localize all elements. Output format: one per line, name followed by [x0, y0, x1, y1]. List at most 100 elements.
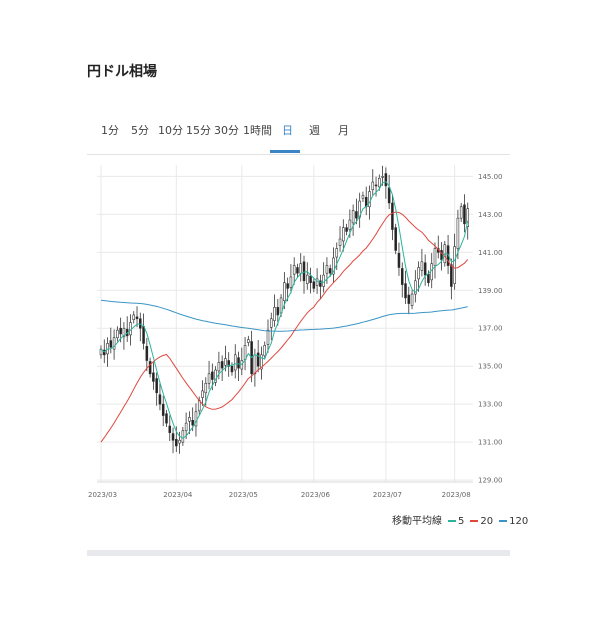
candle-body [319, 280, 322, 287]
candle-body [161, 403, 165, 416]
candle-body [414, 280, 417, 295]
timeframe-tabs: 1分 5分 10分 15分 30分 1時間日 週 月 [87, 120, 510, 155]
candle-body [148, 361, 152, 375]
tab-7[interactable]: 日 [282, 124, 293, 137]
candle-body [194, 411, 198, 427]
x-tick-label: 2023/08 [442, 491, 471, 499]
candle-body [142, 326, 145, 344]
candle-body [296, 267, 299, 274]
tab-1[interactable]: 1分 [101, 124, 119, 137]
y-tick-label: 129.00 [478, 477, 503, 485]
yen-dollar-chart: 145.00 143.00 141.00 139.00 137.00 135.00 133.… [88, 165, 503, 499]
x-tick-label: 2023/04 [163, 491, 193, 499]
candle-body [116, 329, 119, 339]
tab-6[interactable]: 1時間 [243, 124, 272, 137]
candle-body [400, 268, 404, 285]
x-tick-label: 2023/06 [301, 491, 331, 499]
legend-label: 移動平均線 [392, 516, 442, 527]
candle-body [312, 281, 316, 289]
candle-body [328, 268, 332, 274]
candle-body [397, 252, 401, 268]
y-tick-label: 135.00 [478, 363, 503, 371]
candle-body [256, 352, 260, 367]
candle-body [243, 345, 247, 360]
candle-body [420, 261, 424, 271]
legend-item-ma20: 20 [480, 516, 494, 527]
candle-body [207, 373, 211, 384]
page-title: 円ドル相場 [87, 64, 157, 80]
candle-body [224, 358, 227, 366]
candle-body [171, 433, 175, 441]
candle-body [433, 248, 437, 266]
candle-body [178, 439, 181, 444]
candle-body [456, 217, 460, 249]
candle-body [322, 274, 325, 287]
x-tick-label: 2023/07 [373, 491, 402, 499]
tab-5[interactable]: 30分 [214, 124, 239, 137]
y-tick-label: 139.00 [478, 287, 503, 295]
candle-body [453, 246, 456, 284]
candle-body [276, 307, 280, 316]
candle-body [342, 227, 345, 242]
candle-body [325, 265, 329, 274]
candle-body [201, 390, 204, 398]
candle-body [355, 211, 358, 219]
candle-body [306, 274, 309, 284]
candle-body [361, 195, 365, 199]
candle-body [230, 365, 234, 373]
candle-body [181, 430, 185, 443]
candle-body [384, 173, 388, 187]
tab-4[interactable]: 15分 [186, 124, 211, 137]
legend-swatch-ma120 [499, 520, 508, 522]
candle-body [109, 340, 113, 348]
candle-body [286, 283, 289, 289]
candle-body [168, 425, 172, 433]
tab-9[interactable]: 月 [338, 124, 349, 137]
candle-body [191, 420, 194, 426]
candle-body [135, 316, 139, 320]
candle-body [299, 263, 303, 274]
candle-body [332, 257, 335, 275]
candle-body [155, 378, 158, 394]
legend-swatch-ma5 [448, 520, 456, 522]
candle-body [394, 227, 397, 251]
candle-body [283, 282, 286, 302]
legend-item-ma120: 120 [509, 516, 529, 527]
y-tick-label: 145.00 [478, 173, 503, 181]
candle-body [430, 263, 433, 281]
candle-body [423, 262, 427, 276]
candle-body [368, 191, 371, 208]
candle-body [263, 345, 266, 357]
candle-body [217, 362, 221, 372]
ma120-line [100, 299, 468, 332]
candle-body [351, 210, 355, 224]
candle-body [417, 267, 420, 280]
candle-body [122, 327, 126, 338]
x-tick-label: 2023/05 [229, 491, 258, 499]
candle-body [145, 345, 149, 361]
candle-body [378, 177, 381, 188]
candle-body [112, 337, 116, 350]
candle-body [227, 360, 230, 367]
x-tick-label: 2023/03 [88, 491, 117, 499]
candle-body [459, 206, 463, 219]
candle-body [204, 382, 208, 394]
candle-body [292, 265, 296, 275]
candle-body [309, 275, 312, 283]
candle-body [407, 294, 411, 304]
candle-body [253, 354, 257, 375]
tab-8[interactable]: 週 [309, 124, 320, 137]
candle-body [132, 314, 136, 321]
candle-body [266, 329, 270, 345]
tab-3[interactable]: 10分 [158, 124, 183, 137]
candle-body [338, 238, 342, 246]
candle-body [165, 413, 168, 424]
candle-body [289, 276, 293, 288]
tab-2[interactable]: 5分 [131, 124, 149, 137]
candle-body [184, 422, 188, 432]
chart-panel: 1分 5分 10分 15分 30分 1時間日 週 月 145.00 143.00 141.00 13… [87, 92, 528, 556]
candle-body [404, 283, 407, 299]
candle-body [237, 357, 240, 369]
candle-body [302, 261, 306, 282]
y-tick-label: 131.00 [478, 439, 503, 447]
